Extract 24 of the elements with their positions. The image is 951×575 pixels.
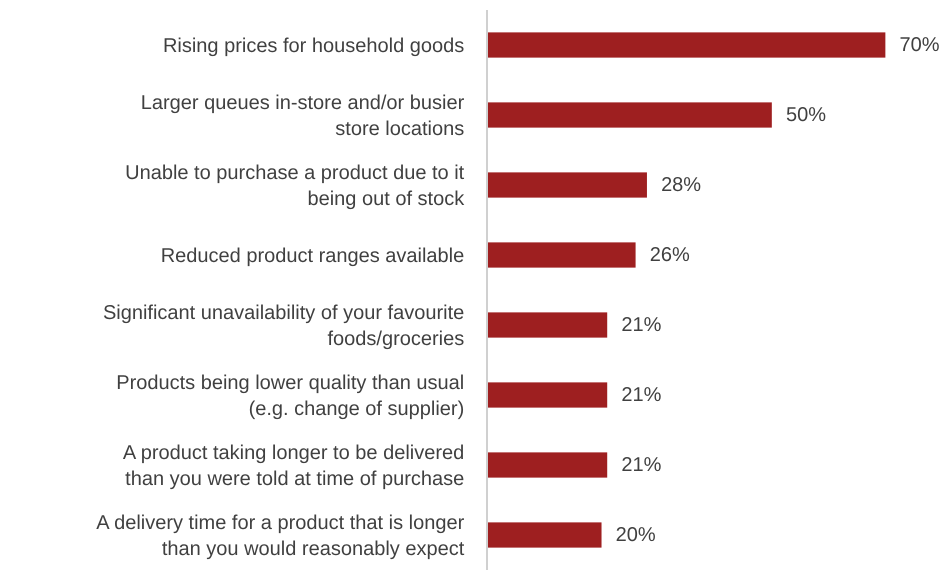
bar: [488, 312, 608, 338]
y-tick-label: Unable to purchase a product due to it being out of stock: [125, 162, 466, 210]
data-label: 21%: [610, 384, 662, 406]
data-label: 21%: [610, 454, 662, 476]
y-tick-label: Reduced product ranges available: [160, 245, 464, 267]
bar: [488, 102, 772, 128]
y-tick-label: Larger queues in-store and/or busier store locations: [140, 92, 465, 140]
data-label: 50%: [774, 104, 826, 126]
bar: [488, 522, 602, 548]
bar: [488, 172, 647, 198]
data-label: 70%: [888, 34, 940, 56]
y-tick-label: A product taking longer to be delivered than you were told at time of purchase: [122, 442, 464, 490]
data-label: 20%: [604, 524, 656, 546]
bar: [488, 32, 886, 58]
y-tick-label: Products being lower quality than usual (e.g. change of supplier): [116, 372, 464, 420]
data-label: 28%: [650, 174, 702, 196]
bar: [488, 452, 608, 478]
data-label: 21%: [610, 314, 662, 336]
bar: [488, 242, 636, 268]
y-tick-label: Significant unavailability of your favourite foods/groceries: [102, 302, 464, 350]
data-label: 26%: [638, 244, 690, 266]
y-tick-label: A delivery time for a product that is longer than you would reasonably expect: [96, 512, 465, 560]
bar: [488, 382, 608, 408]
y-tick-label: Rising prices for household goods: [162, 35, 464, 57]
